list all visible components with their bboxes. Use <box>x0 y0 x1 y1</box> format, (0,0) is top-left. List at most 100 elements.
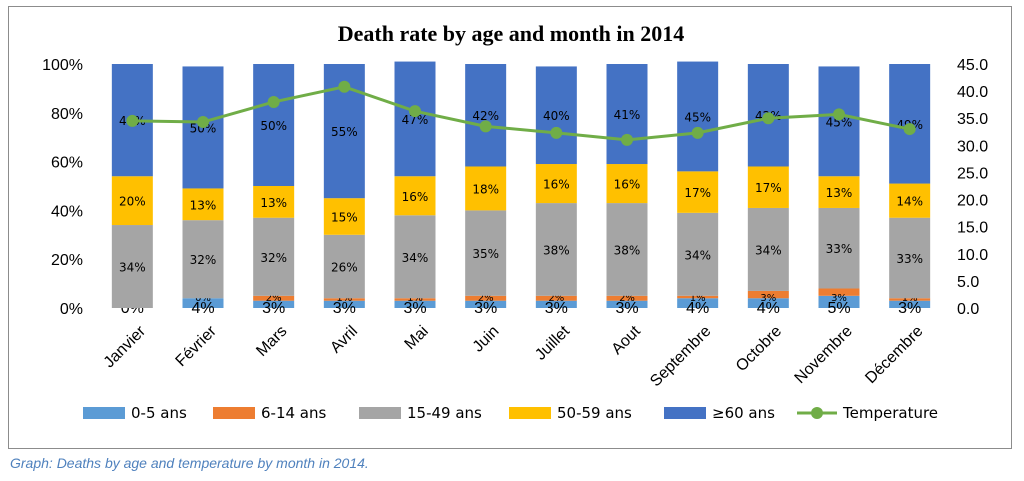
bar-segment <box>323 300 365 308</box>
bar-segment <box>323 198 365 235</box>
chart-canvas: 0% 20% 40% 60% 80% 100% 0.0 5.0 10.0 15.0 20.0 25.0… <box>42 57 988 422</box>
data-label: 15% <box>331 211 358 225</box>
bar-segment <box>535 164 577 204</box>
y2-tick-label: 30.0 <box>957 138 988 155</box>
bar-segment <box>465 64 507 167</box>
bar-segment <box>889 300 931 308</box>
temperature-point <box>691 126 704 139</box>
bar-segment <box>394 61 436 177</box>
legend-swatch <box>509 407 551 419</box>
y2-tick-label: 40.0 <box>957 84 988 101</box>
bar-segment <box>253 217 295 296</box>
temperature-line <box>132 85 910 142</box>
data-label: 2% <box>619 293 635 304</box>
x-tick-label: Juillet <box>532 322 573 363</box>
data-label: 3% <box>403 300 426 317</box>
y-tick-label: 100% <box>42 57 83 74</box>
data-label: 3% <box>545 300 568 317</box>
data-label: 14% <box>896 195 923 209</box>
data-label: 16% <box>402 190 429 204</box>
data-label: 4% <box>757 300 780 317</box>
data-label: 26% <box>331 261 358 275</box>
temperature-point <box>409 105 421 118</box>
y2-tick-label: 0.0 <box>957 301 979 318</box>
bar-segment <box>606 64 648 165</box>
data-label: 17% <box>684 186 711 200</box>
chart-frame: Death rate by age and month in 2014 0% 20… <box>8 6 1012 449</box>
data-label: 13% <box>826 186 853 200</box>
bar-segment <box>323 298 365 301</box>
bar-segment <box>111 176 153 226</box>
bar-segment <box>677 212 719 296</box>
data-label: 13% <box>190 198 217 212</box>
data-label: 3% <box>760 293 776 304</box>
y2-tick-label: 35.0 <box>957 111 988 128</box>
bar-segment <box>606 203 648 296</box>
legend-swatch <box>83 407 125 419</box>
bar-segment <box>606 295 648 301</box>
data-label: 3% <box>831 293 847 304</box>
bar-segment <box>182 188 224 221</box>
bar-segment <box>394 300 436 308</box>
data-label: 3% <box>262 300 285 317</box>
y2-tick-label: 5.0 <box>957 274 979 291</box>
x-tick-label: Mars <box>253 323 290 360</box>
bar-segment <box>394 176 436 216</box>
temperature-point <box>903 123 916 136</box>
data-label: 18% <box>472 182 499 196</box>
bar-segment <box>394 298 436 301</box>
bar-segment <box>677 171 719 213</box>
temperature-point <box>338 80 351 93</box>
x-tick-label: Janvier <box>101 322 150 371</box>
bar-segment <box>677 298 719 308</box>
data-label: 2% <box>266 293 282 304</box>
bar-segment <box>465 300 507 308</box>
data-label: 38% <box>543 243 570 257</box>
data-label: 1% <box>407 293 423 304</box>
bar-segment <box>535 203 577 296</box>
data-label: 16% <box>614 178 641 192</box>
data-label: 3% <box>898 300 921 317</box>
bar-segment <box>606 164 648 204</box>
data-label: 47% <box>402 113 429 127</box>
chart-title: Death rate by age and month in 2014 <box>337 21 685 46</box>
legend-label: 0-5 ans <box>131 404 187 422</box>
bar-segment <box>818 288 860 296</box>
bar-segment <box>253 295 295 301</box>
y2-tick-label: 45.0 <box>957 57 988 74</box>
data-label: 34% <box>684 248 711 262</box>
bar-segment <box>465 210 507 296</box>
data-label: 13% <box>260 196 287 210</box>
data-label: 1% <box>902 293 918 304</box>
data-label: 3% <box>333 300 356 317</box>
data-label: 45% <box>826 115 853 129</box>
x-tick-label: Février <box>173 322 221 370</box>
data-label: 45% <box>684 110 711 124</box>
temperature-point <box>762 112 775 125</box>
data-label: 3% <box>474 300 497 317</box>
bar-segment <box>889 298 931 301</box>
x-tick-label: Avril <box>327 323 361 357</box>
data-label: 1% <box>690 293 706 304</box>
bar-segment <box>747 207 789 291</box>
bar-segment <box>677 295 719 299</box>
bar-segment <box>535 295 577 301</box>
data-label: 33% <box>896 252 923 266</box>
x-tick-label: Décembre <box>862 323 926 387</box>
temperature-point <box>126 114 139 127</box>
bar-segment <box>889 183 931 218</box>
x-tick-label: Aout <box>609 322 645 358</box>
bar-segment <box>182 298 224 308</box>
data-label: 32% <box>260 251 287 265</box>
temperature-point <box>197 116 209 129</box>
y2-tick-label: 15.0 <box>957 220 988 237</box>
temperature-point <box>479 120 492 133</box>
data-label: 17% <box>755 181 782 195</box>
data-label: 0% <box>195 293 211 304</box>
temperature-point <box>550 126 563 139</box>
figure-caption: Graph: Deaths by age and temperature by … <box>10 455 369 471</box>
bar-segment <box>111 225 153 308</box>
data-label: 50% <box>190 121 217 135</box>
data-label: 34% <box>402 251 429 265</box>
bar-segment <box>606 300 648 308</box>
